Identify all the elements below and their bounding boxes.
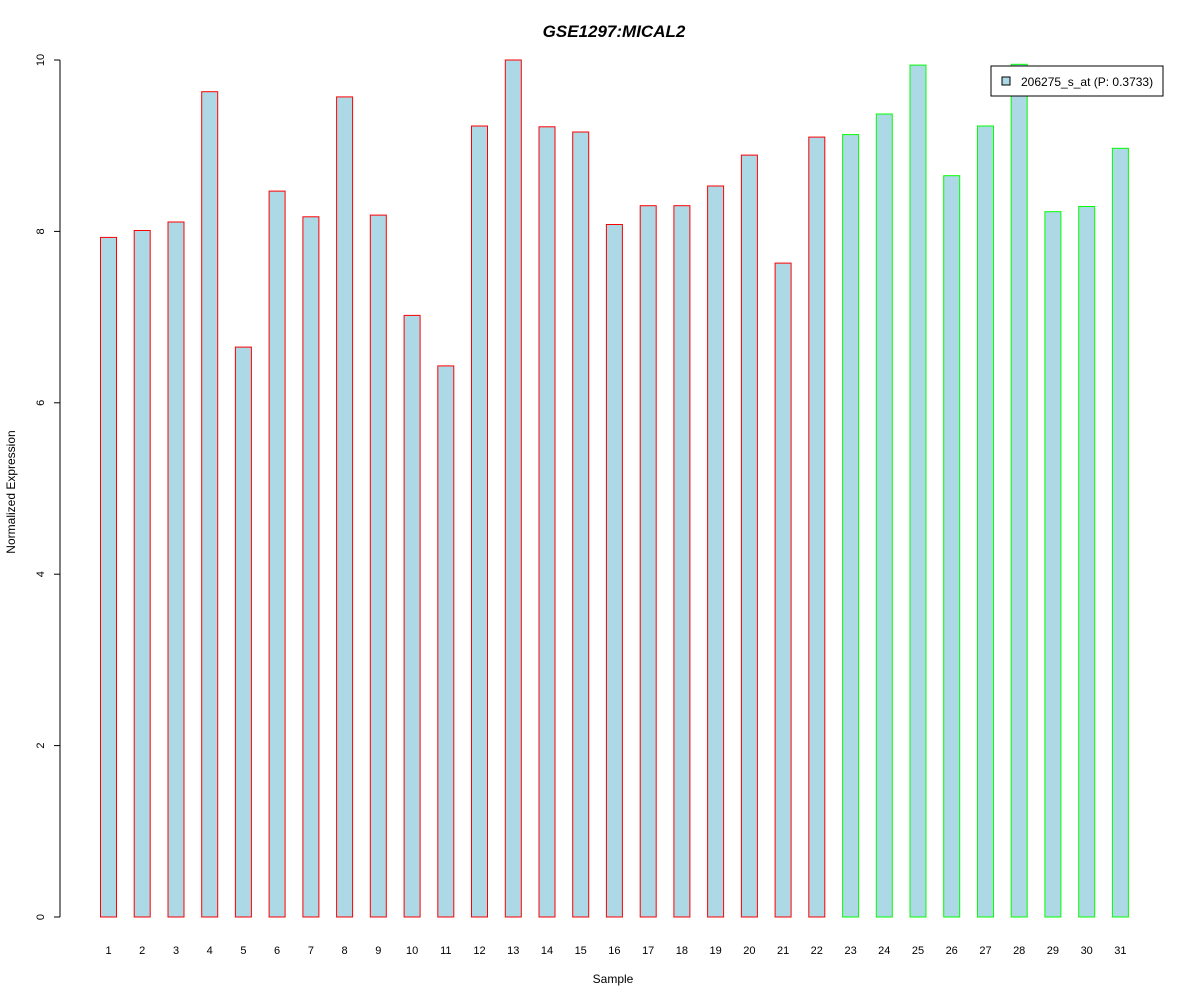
y-axis-tick-label: 0: [35, 914, 47, 920]
bar-sample-31: [1111, 147, 1129, 918]
x-axis-tick-label: 22: [811, 945, 823, 957]
legend-swatch: [1001, 76, 1011, 86]
bar-sample-25: [909, 64, 927, 918]
bar-sample-23: [842, 134, 860, 918]
bar-sample-19: [707, 185, 725, 918]
y-axis-label: Normalized Expression: [4, 430, 18, 553]
bar-sample-27: [977, 125, 994, 918]
x-axis-tick-label: 9: [375, 945, 381, 957]
x-axis-tick-label: 28: [1013, 945, 1025, 957]
x-axis-tick-label: 1: [105, 945, 111, 957]
x-axis-tick-label: 6: [274, 945, 280, 957]
bar-sample-15: [572, 131, 590, 918]
y-axis-tick-label: 2: [35, 743, 47, 749]
x-axis-tick-label: 23: [844, 945, 856, 957]
bar-sample-24: [875, 113, 893, 918]
bar-sample-10: [403, 314, 421, 918]
bar-sample-17: [639, 205, 657, 918]
bar-sample-4: [201, 91, 219, 918]
bar-sample-3: [167, 221, 185, 918]
x-axis-tick-label: 24: [878, 945, 890, 957]
bar-sample-2: [133, 230, 151, 918]
y-axis-tick-label: 10: [35, 54, 47, 66]
x-axis-tick-label: 3: [173, 945, 179, 957]
x-axis-tick-label: 10: [406, 945, 418, 957]
bar-sample-7: [302, 216, 320, 918]
bar-sample-8: [336, 96, 354, 918]
x-axis-tick-label: 31: [1114, 945, 1126, 957]
x-axis-tick-label: 21: [777, 945, 789, 957]
x-axis-tick-label: 30: [1081, 945, 1093, 957]
bar-sample-29: [1044, 211, 1062, 918]
chart-title: GSE1297:MICAL2: [543, 22, 686, 41]
y-axis-tick-label: 6: [35, 400, 47, 406]
x-axis-tick-label: 5: [240, 945, 246, 957]
legend-label: 206275_s_at (P: 0.3733): [1021, 75, 1153, 89]
legend: 206275_s_at (P: 0.3733): [990, 65, 1164, 97]
x-axis-tick-label: 14: [541, 945, 553, 957]
bar-sample-30: [1078, 206, 1096, 918]
x-axis-tick-label: 11: [440, 945, 451, 957]
x-axis-tick-label: 29: [1047, 945, 1059, 957]
bar-sample-20: [740, 154, 758, 918]
bar-sample-21: [774, 262, 792, 918]
x-axis-label: Sample: [593, 972, 634, 986]
y-axis-tick-label: 4: [35, 571, 47, 577]
x-axis-tick-label: 2: [139, 945, 145, 957]
x-axis-tick-label: 17: [642, 945, 654, 957]
x-axis-tick-label: 4: [207, 945, 213, 957]
bar-sample-5: [234, 346, 252, 918]
x-axis-tick-label: 13: [507, 945, 519, 957]
bar-sample-18: [673, 205, 691, 918]
bar-sample-9: [369, 214, 387, 918]
bar-sample-14: [538, 126, 556, 918]
x-axis-tick-label: 27: [979, 945, 991, 957]
bar-sample-13: [504, 59, 522, 918]
x-axis-tick-label: 18: [676, 945, 688, 957]
bars-group: [100, 59, 1129, 918]
x-axis-tick-label: 19: [709, 945, 721, 957]
x-axis-tick-label: 16: [608, 945, 620, 957]
bar-sample-28: [1010, 63, 1028, 918]
bar-sample-26: [943, 175, 961, 918]
y-axis: 0 2 4 6 8 10: [35, 54, 61, 920]
x-axis-tick-label: 8: [342, 945, 348, 957]
bar-sample-11: [437, 365, 455, 918]
x-axis-tick-label: 20: [743, 945, 755, 957]
x-axis-tick-label: 7: [308, 945, 314, 957]
x-axis-tick-label: 25: [912, 945, 924, 957]
bar-sample-16: [605, 224, 623, 918]
x-axis-tick-label: 15: [575, 945, 587, 957]
bar-sample-6: [268, 190, 286, 918]
y-axis-tick-label: 8: [35, 228, 47, 234]
x-axis-tick-labels: 1 2 3 4 5 6 7 8 9 10 11 12 13 14 15 16 17 18 19 20 21 22 23 24 2…: [105, 945, 1126, 957]
bar-sample-1: [100, 236, 117, 918]
x-axis-tick-label: 12: [473, 945, 485, 957]
bar-sample-22: [808, 136, 826, 918]
bar-sample-12: [471, 125, 488, 918]
legend-box: [990, 65, 1164, 97]
x-axis-tick-label: 26: [946, 945, 958, 957]
